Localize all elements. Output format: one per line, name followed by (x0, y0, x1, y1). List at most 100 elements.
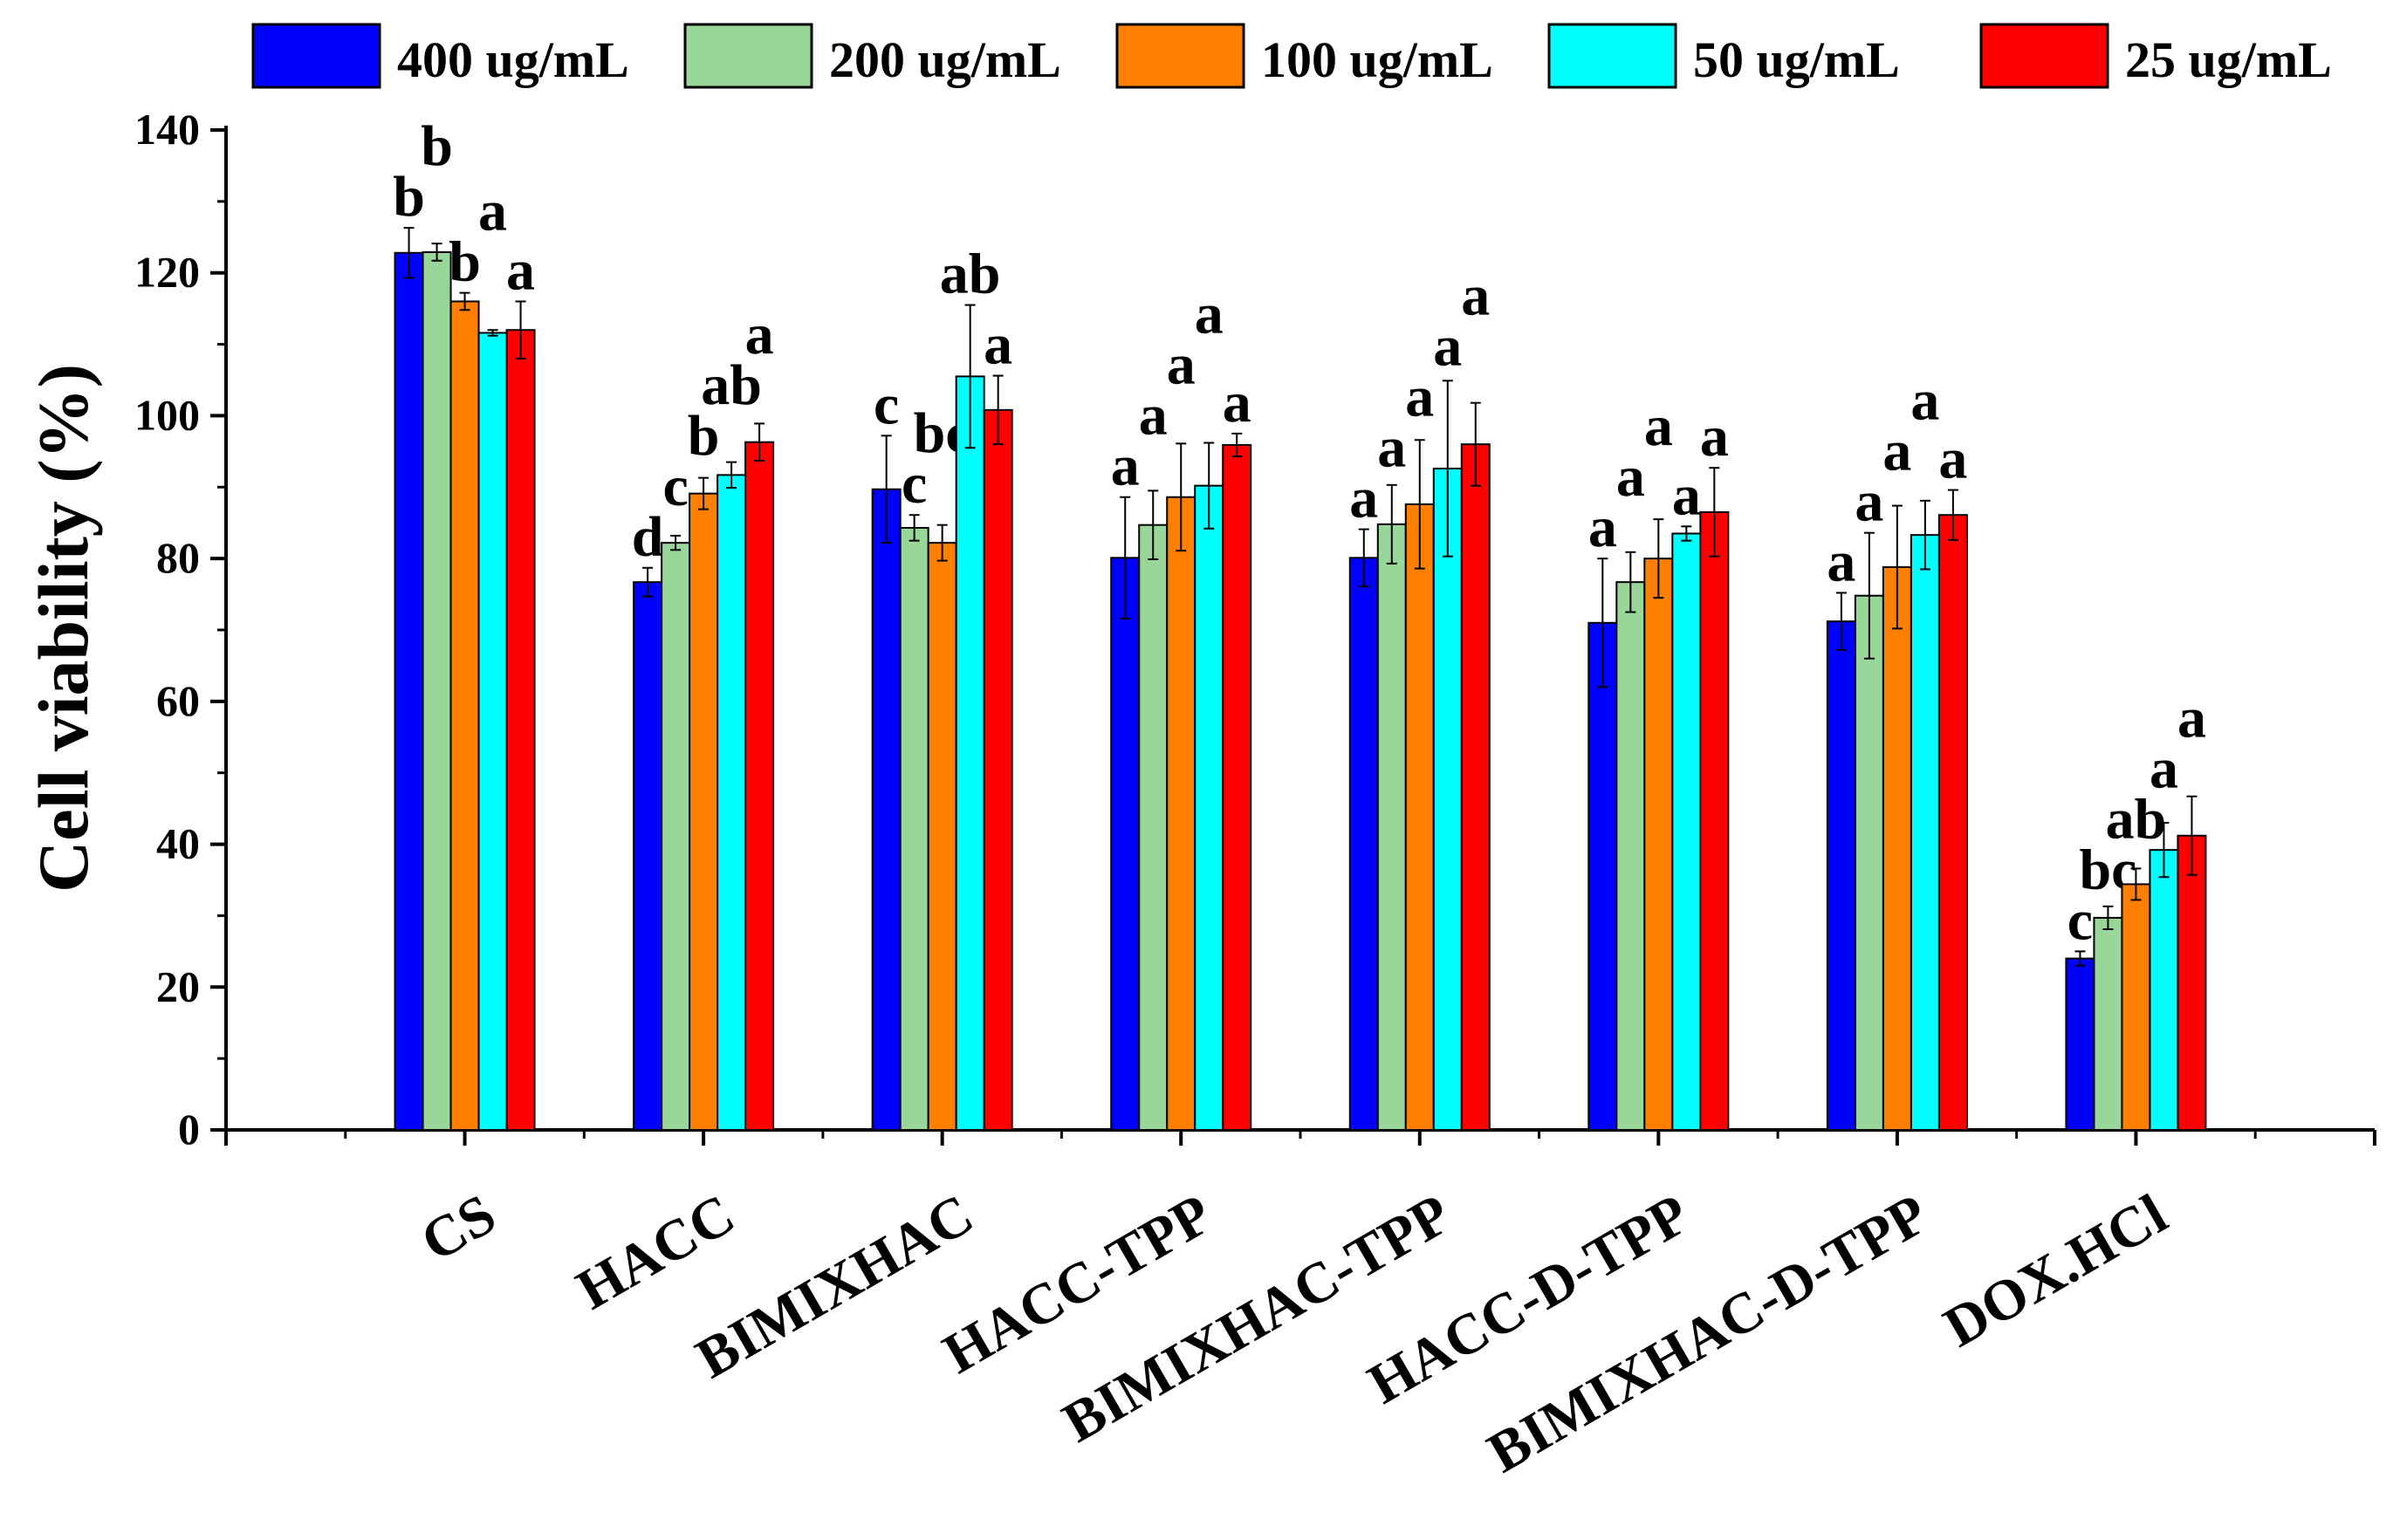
significance-letter: a (506, 238, 535, 302)
significance-letter: a (1195, 283, 1224, 346)
significance-letter: a (1461, 264, 1490, 328)
legend-label: 25 ug/mL (2125, 31, 2332, 88)
bar (1138, 524, 1169, 1131)
bar (633, 581, 663, 1131)
bar (1460, 443, 1491, 1131)
legend-swatch (1547, 23, 1677, 89)
significance-letter: c (902, 452, 927, 516)
significance-letter: b (688, 404, 720, 468)
significance-letter: a (1111, 435, 1140, 498)
significance-letter: ab (2106, 787, 2167, 851)
bar (1166, 496, 1196, 1131)
y-tick-label: 140 (134, 105, 200, 154)
significance-letter: d (632, 505, 664, 569)
legend-label: 400 ug/mL (397, 31, 629, 88)
significance-letter: a (745, 303, 774, 366)
y-tick-label: 100 (134, 390, 200, 439)
bar (1587, 621, 1618, 1131)
bar (899, 526, 929, 1131)
legend-label: 200 ug/mL (829, 31, 1061, 88)
y-tick-label: 120 (134, 248, 200, 297)
bar (1432, 468, 1463, 1131)
legend-label: 50 ug/mL (1693, 31, 1900, 88)
y-axis-label: Cell viability (%) (24, 364, 103, 893)
bar (1854, 594, 1884, 1131)
bar (505, 329, 536, 1131)
significance-letter: a (1827, 530, 1855, 593)
bar (1671, 532, 1702, 1131)
bar (2149, 849, 2179, 1131)
bar (1910, 534, 1940, 1131)
bar (422, 250, 452, 1131)
bar (661, 542, 691, 1131)
bar (1348, 557, 1379, 1131)
bar (449, 300, 480, 1131)
significance-letter: a (1882, 420, 1911, 483)
significance-letter: a (984, 313, 1012, 377)
legend-swatch (683, 23, 813, 89)
bar (1882, 565, 1912, 1131)
bar (1110, 557, 1141, 1131)
bar (689, 492, 719, 1131)
significance-letter: a (478, 180, 507, 243)
significance-letter: b (449, 230, 481, 294)
bar (477, 332, 508, 1131)
x-tick-label: HACC (566, 1182, 745, 1322)
significance-letter: c (2067, 888, 2093, 952)
legend: 400 ug/mL 200 ug/mL 100 ug/mL 50 ug/mL 25 ug… (251, 23, 2332, 89)
bar (1643, 558, 1674, 1131)
significance-letter: a (1349, 467, 1378, 530)
significance-letter: b (393, 165, 425, 229)
y-tick-label: 60 (156, 676, 200, 725)
bar (927, 542, 957, 1131)
x-tick-label: BIMIXHAC-D-TPP (1478, 1182, 1939, 1485)
bar (717, 474, 747, 1131)
bar (2093, 916, 2123, 1131)
bar (871, 488, 902, 1131)
significance-letter: a (1433, 315, 1462, 379)
bar (1826, 620, 1856, 1131)
significance-letter: ab (701, 353, 762, 417)
y-tick-label: 0 (178, 1105, 200, 1153)
significance-letter: a (1938, 428, 1967, 491)
legend-swatch (251, 23, 381, 89)
legend-label: 100 ug/mL (1261, 31, 1493, 88)
bar (983, 408, 1013, 1131)
significance-letter: a (2150, 736, 2178, 800)
significance-letter: a (1405, 366, 1434, 429)
bar (955, 375, 985, 1131)
bar (2177, 834, 2207, 1132)
significance-letter: c (662, 455, 688, 518)
significance-letter: a (1855, 470, 1883, 534)
significance-letter: a (1700, 405, 1729, 469)
bar (1376, 523, 1407, 1131)
bar (2065, 957, 2095, 1131)
significance-letter: a (1223, 371, 1251, 435)
significance-letter: a (1377, 416, 1406, 480)
bar (1937, 514, 1968, 1131)
significance-letter: a (2177, 686, 2206, 749)
x-tick-label: CS (410, 1182, 506, 1274)
significance-letter: a (1167, 333, 1196, 397)
significance-letter: b (421, 114, 453, 178)
bar (1222, 443, 1252, 1131)
bar (1699, 510, 1730, 1131)
x-tick-label: BIMIXHAC-TPP (1053, 1182, 1461, 1455)
bar (1404, 503, 1435, 1131)
significance-letter: a (1588, 496, 1617, 559)
significance-letter: a (1910, 369, 1939, 433)
significance-letter: a (1139, 384, 1168, 448)
bar (1615, 581, 1646, 1131)
y-tick-label: 20 (156, 962, 200, 1010)
bar (1194, 484, 1224, 1131)
x-tick-label: DOX.HCl (1934, 1182, 2177, 1359)
significance-letter: a (1644, 394, 1673, 458)
bar (394, 251, 424, 1131)
bar (744, 441, 775, 1132)
bar (2121, 883, 2151, 1131)
significance-letter: a (1616, 445, 1645, 509)
y-tick-label: 80 (156, 533, 200, 582)
legend-swatch (1115, 23, 1245, 89)
